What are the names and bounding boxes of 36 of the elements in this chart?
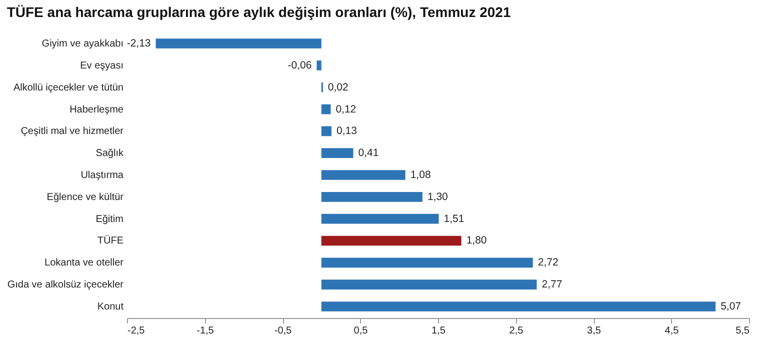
y-tick-label: Ulaştırma xyxy=(80,170,124,181)
data-label: 2,77 xyxy=(542,278,562,291)
data-label: 2,72 xyxy=(538,256,558,269)
data-label: -0,06 xyxy=(288,59,312,72)
x-tick-label: 1,5 xyxy=(432,326,446,336)
chart-title: TÜFE ana harcama gruplarına göre aylık değişim oranları (%), Temmuz 2021 xyxy=(6,4,511,20)
x-tick-label: -2,5 xyxy=(128,326,146,336)
data-label: 1,80 xyxy=(466,234,487,247)
y-tick-label: Haberleşme xyxy=(70,104,124,116)
y-tick-label: Eğlence ve kültür xyxy=(46,192,124,203)
y-tick-label: Lokanta ve oteller xyxy=(44,258,124,269)
data-label: 0,41 xyxy=(358,147,379,160)
y-tick-label: Sağlık xyxy=(96,148,124,160)
data-label: 1,51 xyxy=(444,212,464,225)
y-tick-label: TÜFE xyxy=(97,234,124,247)
x-tick-label: 4,5 xyxy=(664,326,680,336)
y-tick-label: Eğitim xyxy=(96,214,124,225)
data-label: 5,07 xyxy=(720,300,742,312)
y-tick-label: Giyim ve ayakkabı xyxy=(42,38,124,50)
x-tick-label: 5,5 xyxy=(736,326,750,336)
data-label: 0,13 xyxy=(336,125,358,138)
data-label: 1,08 xyxy=(410,169,431,181)
x-tick-label: 3,5 xyxy=(587,326,602,336)
x-tick-label: -0,5 xyxy=(274,326,292,336)
x-tick-label: 2,5 xyxy=(509,326,524,336)
data-label: 0,02 xyxy=(328,81,349,94)
data-label: 0,12 xyxy=(336,103,356,116)
y-tick-label: Alkollü içecekler ve tütün xyxy=(13,82,124,94)
y-tick-label: Ev eşyası xyxy=(80,60,124,72)
y-tick-label: Gıda ve alkolsüz içecekler xyxy=(7,280,124,291)
data-label: -2,13 xyxy=(126,38,151,50)
y-tick-label: Çeşitli mal ve hizmetler xyxy=(20,126,124,138)
y-tick-label: Konut xyxy=(97,301,124,312)
x-tick-label: 0,5 xyxy=(354,326,368,336)
x-tick-label: -1,5 xyxy=(196,326,214,336)
data-label: 1,30 xyxy=(427,190,448,203)
